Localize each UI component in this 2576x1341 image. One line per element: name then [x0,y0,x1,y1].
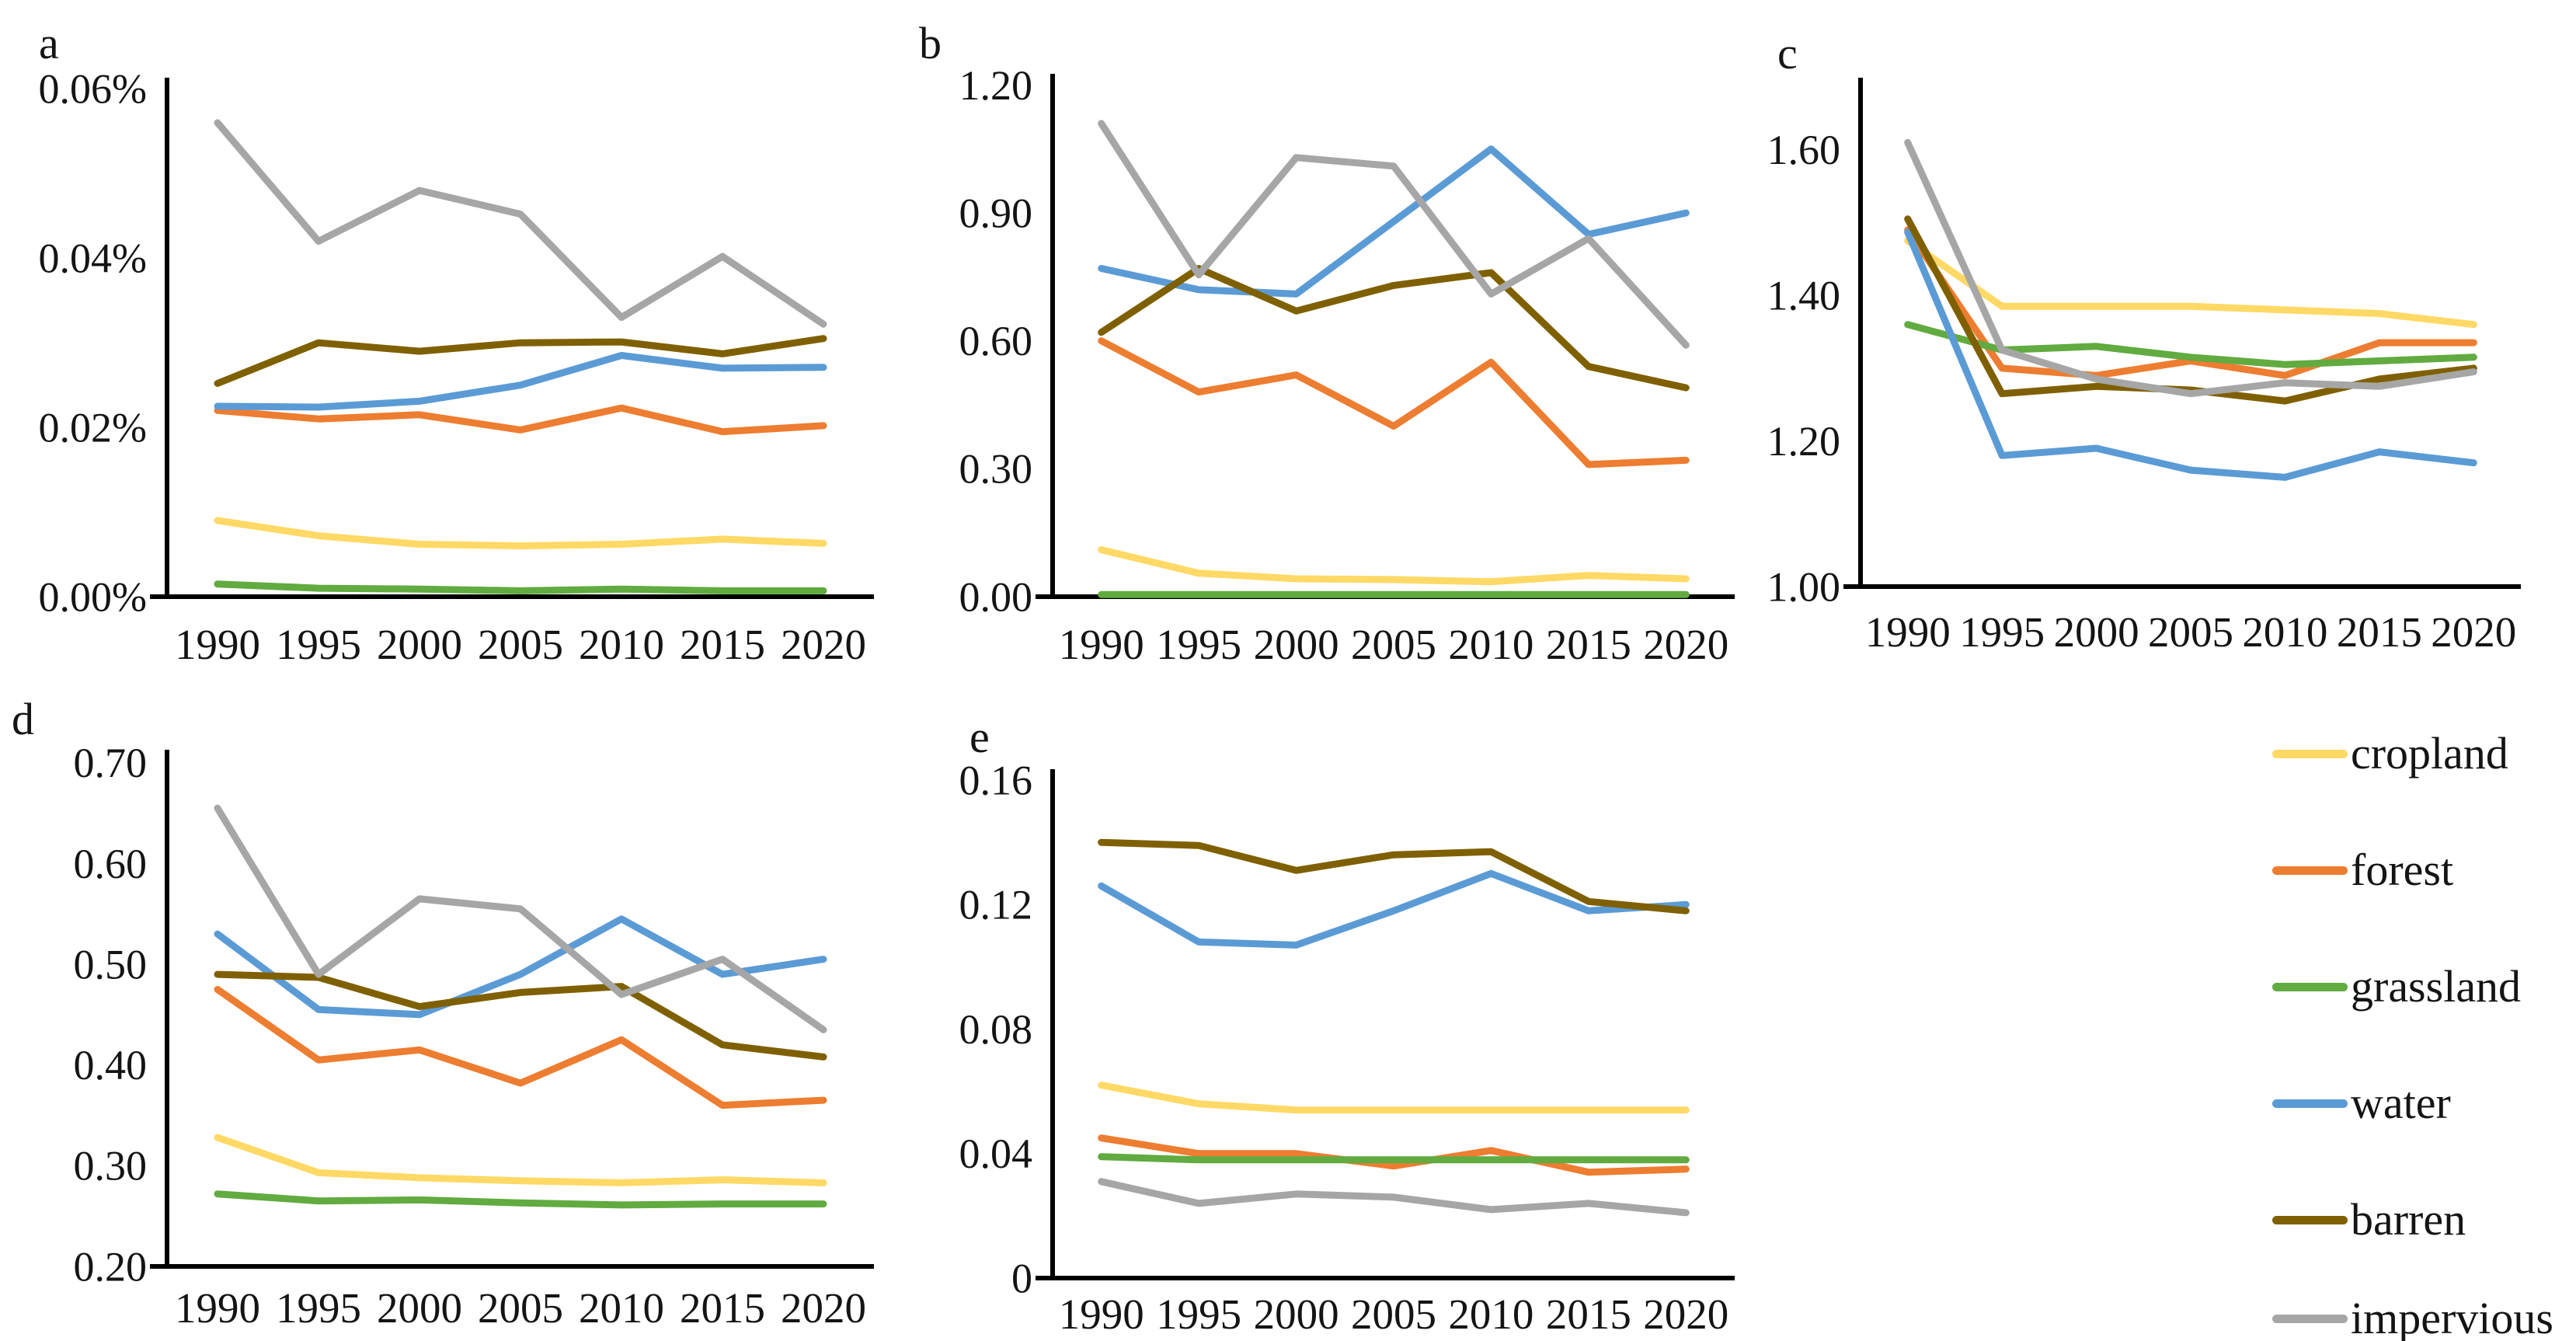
series-line-barren [1904,215,2477,405]
y-tick-label: 0.20 [74,1243,148,1290]
x-tick-label: 2000 [1254,1290,1339,1338]
y-tick-label: 0.60 [74,841,148,887]
x-tick-label: 2015 [1546,621,1631,668]
series-line-barren [214,970,827,1061]
chart-panel-b: 0.00 0.30 0.60 0.90 1.20 1990 1995 2000 2005 2010… [919,18,1735,668]
x-tick-label: 1990 [1059,1290,1144,1338]
y-tick-label: 0.02% [39,404,147,451]
x-tick-label: 2015 [1546,1290,1631,1338]
y-tick-label: 0.60 [959,318,1033,364]
series-line-forest [214,986,827,1109]
series-line-cropland [214,1134,827,1186]
x-tick-label: 2005 [2148,608,2233,656]
panel-letter-d: d [12,694,34,744]
series-line-water [1904,228,2477,481]
x-tick-label: 1990 [175,1284,260,1332]
series-line-cropland [1904,237,2477,329]
x-tick-label: 1990 [1059,621,1144,668]
y-tick-label: 0.70 [74,740,148,786]
y-tick-label: 1.20 [959,62,1033,109]
chart-panel-d: 0.20 0.30 0.40 0.50 0.60 0.70 1990 1995 2000 2005… [12,694,874,1332]
y-tick-label: 1.60 [1767,127,1841,173]
x-tick-label: 2005 [1351,621,1436,668]
y-tick-label: 0.50 [74,941,148,987]
panel-letter-c: c [1777,28,1798,78]
y-tick-label: 1.40 [1767,273,1841,319]
x-tick-label: 2020 [2431,608,2516,656]
x-tick-label: 1990 [175,621,260,668]
y-tick-label: 0.40 [74,1042,148,1088]
series-line-barren [1098,838,1690,914]
x-tick-label: 2015 [680,1284,765,1332]
y-tick-label: 0.04 [959,1130,1033,1177]
series-line-grassland [214,580,827,594]
x-tick-label: 2020 [1643,621,1728,668]
y-tick-label: 0 [1011,1255,1032,1301]
series-line-grassland [1098,1153,1690,1164]
series-line-impervious [1904,138,2477,398]
y-tick-label: 0.08 [959,1006,1033,1053]
x-tick-label: 1995 [1156,621,1241,668]
chart-panel-a: 0.00% 0.02% 0.04% 0.06% 1990 1995 2000 2005 2010… [39,18,874,668]
x-tick-label: 2010 [579,1284,664,1332]
series-line-impervious [1098,120,1690,349]
y-tick-label: 0.90 [959,190,1033,236]
chart-panel-c: 1.00 1.20 1.40 1.60 1990 1995 2000 2005 2010 2015… [1767,28,2521,656]
x-tick-label: 2000 [2054,608,2139,656]
y-tick-label: 0.30 [959,446,1033,493]
y-tick-label: 0.12 [959,882,1033,928]
y-tick-label: 0.16 [959,757,1033,803]
y-tick-label: 0.00% [39,573,147,620]
x-tick-label: 2000 [377,621,462,668]
x-tick-label: 2015 [680,621,765,668]
panel-letter-a: a [39,18,59,68]
series-line-water [214,915,827,1019]
y-tick-label: 0.06% [39,66,147,113]
series-line-cropland [1098,1082,1690,1114]
series-line-water [214,352,827,411]
series-line-forest [1904,226,2477,379]
x-tick-label: 2010 [2242,608,2327,656]
x-tick-label: 2005 [1351,1290,1436,1338]
y-tick-label: 1.20 [1767,418,1841,465]
series-line-impervious [1098,1178,1690,1217]
series-line-barren [214,335,827,387]
chart-panel-e: 0 0.04 0.08 0.12 0.16 1990 1995 2000 2005 2010 201… [959,712,1735,1338]
x-tick-label: 2010 [579,621,664,668]
series-line-cropland [214,517,827,550]
series-line-cropland [1098,546,1690,586]
x-tick-label: 2020 [781,1284,866,1332]
series-line-water [1098,869,1690,949]
x-tick-label: 2000 [1254,621,1339,668]
x-tick-label: 2020 [1643,1290,1728,1338]
y-tick-label: 0.04% [39,235,147,282]
series-line-grassland [214,1190,827,1209]
series-line-forest [214,404,827,436]
x-tick-label: 1995 [1959,608,2045,656]
x-tick-label: 2020 [781,621,866,668]
x-tick-label: 1995 [276,1284,361,1332]
x-tick-label: 1995 [276,621,361,668]
y-tick-label: 0.00 [959,573,1033,620]
x-tick-label: 1990 [1865,608,1951,656]
panel-letter-e: e [969,712,990,762]
series-line-water [1098,145,1690,298]
series-line-impervious [214,119,827,328]
x-tick-label: 2005 [478,1284,563,1332]
x-tick-label: 1995 [1156,1290,1241,1338]
series-line-forest [1098,1134,1690,1176]
x-tick-label: 2000 [377,1284,462,1332]
y-tick-label: 0.30 [74,1143,148,1189]
panel-letter-b: b [919,18,942,68]
x-tick-label: 2010 [1448,1290,1533,1338]
series-line-impervious [214,804,827,1033]
y-tick-label: 1.00 [1767,563,1841,610]
series-line-forest [1098,337,1690,468]
x-tick-label: 2015 [2337,608,2422,656]
x-tick-label: 2005 [478,621,563,668]
x-tick-label: 2010 [1448,621,1533,668]
